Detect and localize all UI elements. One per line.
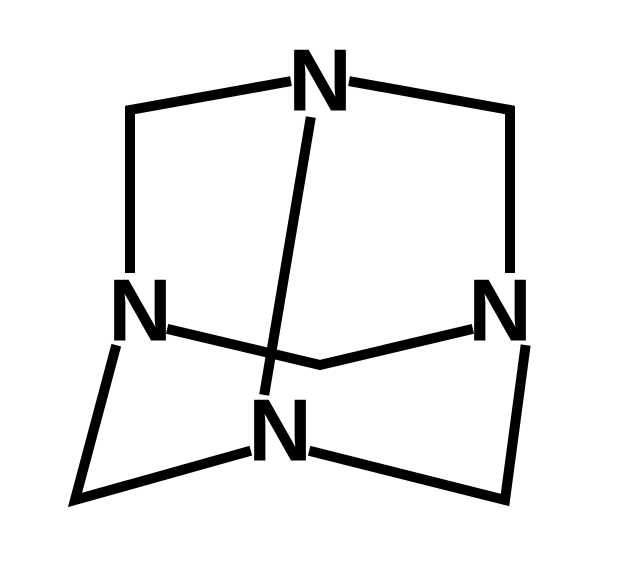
bond xyxy=(75,350,246,500)
atom-label-N_top: N xyxy=(288,31,352,130)
molecule-diagram: NNNN xyxy=(0,0,640,575)
bond xyxy=(314,350,525,500)
bond xyxy=(354,82,510,268)
bond xyxy=(172,330,468,365)
atom-label-N_bot: N xyxy=(248,381,312,480)
bond xyxy=(130,82,286,268)
atom-label-N_left: N xyxy=(108,261,172,360)
atom-label-N_right: N xyxy=(468,261,532,360)
